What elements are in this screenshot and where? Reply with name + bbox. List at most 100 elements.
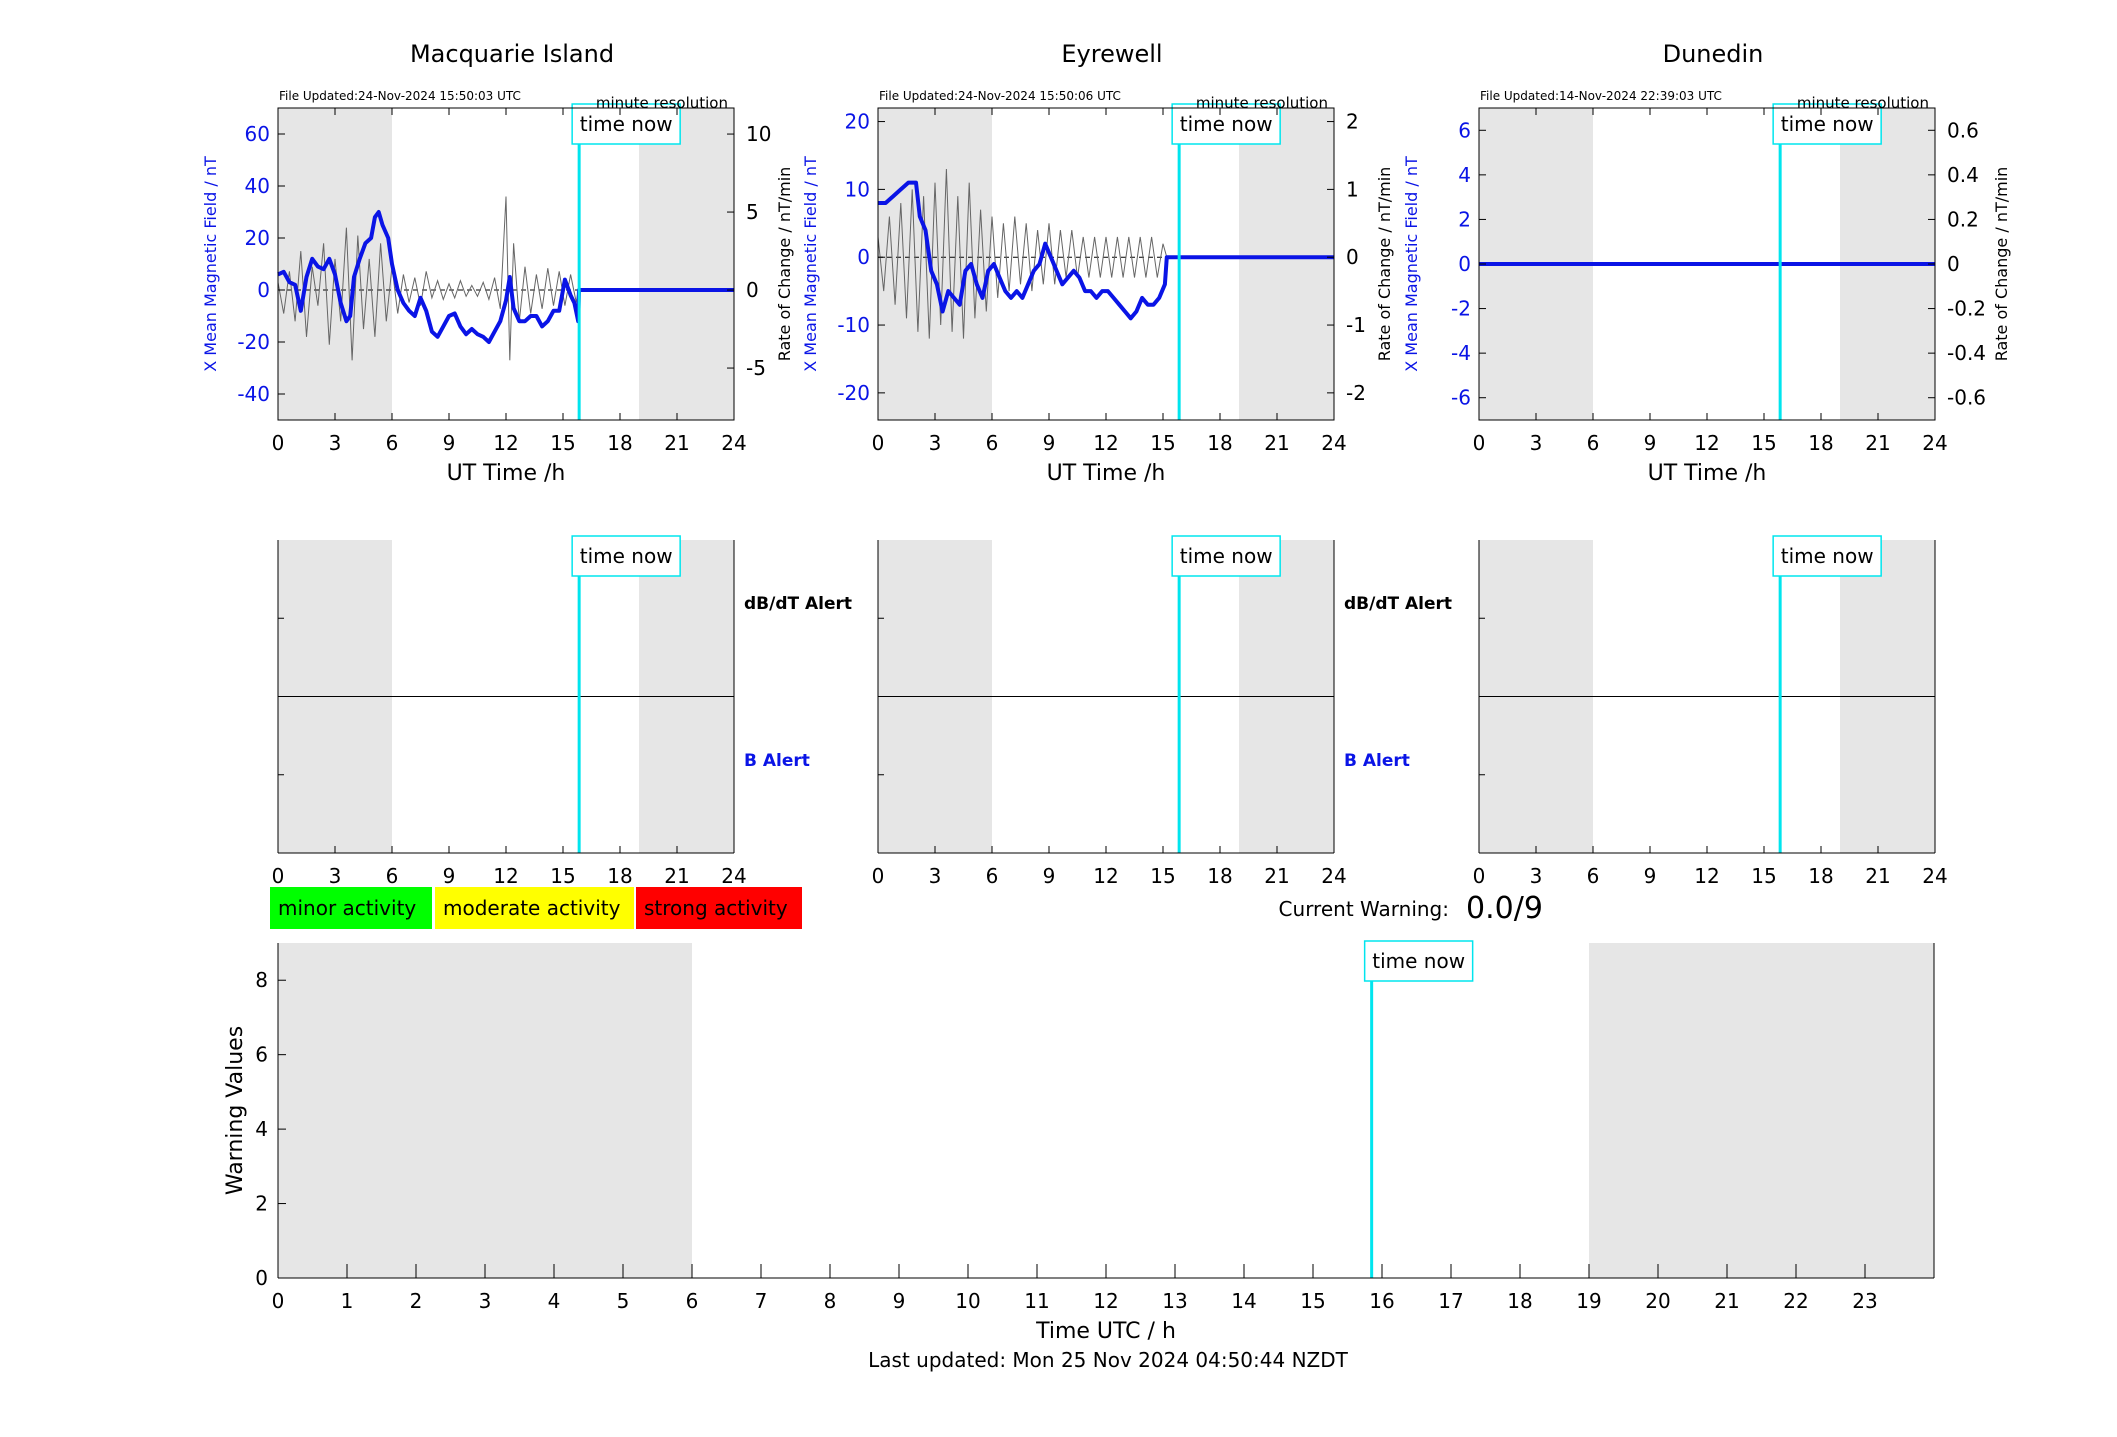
warning-x-tick-label: 3: [479, 1289, 492, 1313]
x-tick-label: 9: [1644, 864, 1657, 888]
time-now-label: time now: [1781, 544, 1874, 568]
right-y-tick-label: -1: [1346, 313, 1366, 337]
x-tick-label: 12: [1694, 864, 1719, 888]
station-title: Macquarie Island: [410, 40, 614, 68]
time-now-label: time now: [580, 544, 673, 568]
night-shade: [278, 943, 692, 1278]
left-y-tick-label: -40: [237, 382, 270, 406]
x-tick-label: 6: [1587, 431, 1600, 455]
left-y-tick-label: 0: [257, 278, 270, 302]
time-now-box: [571, 535, 681, 577]
left-y-tick-label: -6: [1451, 386, 1471, 410]
left-y-tick-label: -20: [837, 381, 870, 405]
resolution-text: minute resolution: [596, 94, 728, 112]
right-y-tick-label: -0.4: [1947, 341, 1986, 365]
x-tick-label: 15: [1751, 864, 1776, 888]
time-now-box: [1171, 535, 1281, 577]
right-y-axis-label: Rate of Change / nT/min: [775, 167, 794, 362]
x-tick-label: 9: [443, 864, 456, 888]
warning-x-tick-label: 5: [617, 1289, 630, 1313]
x-tick-label: 6: [986, 431, 999, 455]
legend-swatch: [636, 887, 802, 929]
current-warning-value: 0.0/9: [1466, 891, 1543, 926]
warning-x-tick-label: 16: [1369, 1289, 1394, 1313]
b-alert-label: B Alert: [744, 751, 810, 771]
x-tick-label: 0: [272, 431, 285, 455]
left-y-tick-label: 20: [845, 110, 870, 134]
left-y-tick-label: 0: [857, 245, 870, 269]
x-tick-label: 0: [872, 864, 885, 888]
legend-label: strong activity: [644, 896, 788, 920]
x-tick-label: 3: [929, 864, 942, 888]
warning-x-tick-label: 2: [410, 1289, 423, 1313]
warning-y-tick-label: 0: [255, 1266, 268, 1290]
warning-x-tick-label: 9: [893, 1289, 906, 1313]
x-tick-label: 6: [386, 431, 399, 455]
right-y-tick-label: 0.6: [1947, 118, 1979, 142]
current-warning-label: Current Warning:: [1279, 897, 1449, 921]
time-now-box: [571, 103, 681, 145]
x-tick-label: 24: [721, 864, 746, 888]
x-tick-label: 18: [1207, 864, 1232, 888]
x-tick-label: 18: [1207, 431, 1232, 455]
warning-x-tick-label: 14: [1231, 1289, 1256, 1313]
right-y-tick-label: 0: [746, 278, 759, 302]
x-tick-label: 15: [1751, 431, 1776, 455]
warning-y-tick-label: 2: [255, 1192, 268, 1216]
x-tick-label: 21: [1865, 864, 1890, 888]
right-y-tick-label: -2: [1346, 381, 1366, 405]
x-tick-label: 6: [386, 864, 399, 888]
legend-label: moderate activity: [443, 896, 621, 920]
x-tick-label: 15: [1150, 864, 1175, 888]
rate-of-change-line: [277, 196, 579, 361]
legend-swatch: [435, 887, 634, 929]
file-updated-text: File Updated:24-Nov-2024 15:50:06 UTC: [879, 89, 1121, 103]
dbdt-alert-label: dB/dT Alert: [744, 594, 852, 614]
file-updated-text: File Updated:24-Nov-2024 15:50:03 UTC: [279, 89, 521, 103]
resolution-text: minute resolution: [1196, 94, 1328, 112]
x-tick-label: 3: [1530, 864, 1543, 888]
night-shade: [639, 108, 734, 420]
x-tick-label: 24: [721, 431, 746, 455]
warning-x-tick-label: 4: [548, 1289, 561, 1313]
activity-legend: minor activity moderate activity strong ac…: [270, 887, 1543, 929]
x-tick-label: 21: [1865, 431, 1890, 455]
left-y-tick-label: 60: [245, 122, 270, 146]
time-now-box: [1772, 103, 1882, 145]
rate-of-change-line: [877, 168, 1168, 339]
x-tick-label: 18: [607, 431, 632, 455]
warning-x-axis-label: Time UTC / h: [1035, 1319, 1176, 1344]
station-title: Eyrewell: [1061, 40, 1162, 68]
left-y-tick-label: 0: [1458, 252, 1471, 276]
x-tick-label: 21: [1264, 864, 1289, 888]
warning-y-axis-label: Warning Values: [223, 1026, 248, 1195]
x-axis-label: UT Time /h: [447, 461, 566, 486]
x-tick-label: 0: [872, 431, 885, 455]
right-y-tick-label: 0.2: [1947, 207, 1979, 231]
left-y-tick-label: -2: [1451, 297, 1471, 321]
left-y-tick-label: 10: [845, 177, 870, 201]
x-tick-label: 12: [1694, 431, 1719, 455]
right-y-tick-label: 10: [746, 122, 771, 146]
time-now-label: time now: [1372, 949, 1465, 973]
time-now-label: time now: [1180, 112, 1273, 136]
night-shade: [878, 108, 992, 420]
left-y-tick-label: -4: [1451, 341, 1471, 365]
left-y-axis-label: X Mean Magnetic Field / nT: [801, 156, 820, 372]
time-now-box: [1772, 535, 1882, 577]
warning-x-tick-label: 22: [1783, 1289, 1808, 1313]
night-shade: [1589, 943, 1934, 1278]
x-tick-label: 12: [493, 864, 518, 888]
x-tick-label: 9: [443, 431, 456, 455]
left-y-tick-label: 20: [245, 226, 270, 250]
warning-y-tick-label: 4: [255, 1117, 268, 1141]
x-tick-label: 0: [1473, 431, 1486, 455]
x-tick-label: 0: [1473, 864, 1486, 888]
right-y-tick-label: 0: [1947, 252, 1960, 276]
warning-x-tick-label: 6: [686, 1289, 699, 1313]
file-updated-text: File Updated:14-Nov-2024 22:39:03 UTC: [1480, 89, 1722, 103]
left-y-tick-label: 2: [1458, 207, 1471, 231]
warning-x-tick-label: 7: [755, 1289, 768, 1313]
legend-swatch: [270, 887, 432, 929]
